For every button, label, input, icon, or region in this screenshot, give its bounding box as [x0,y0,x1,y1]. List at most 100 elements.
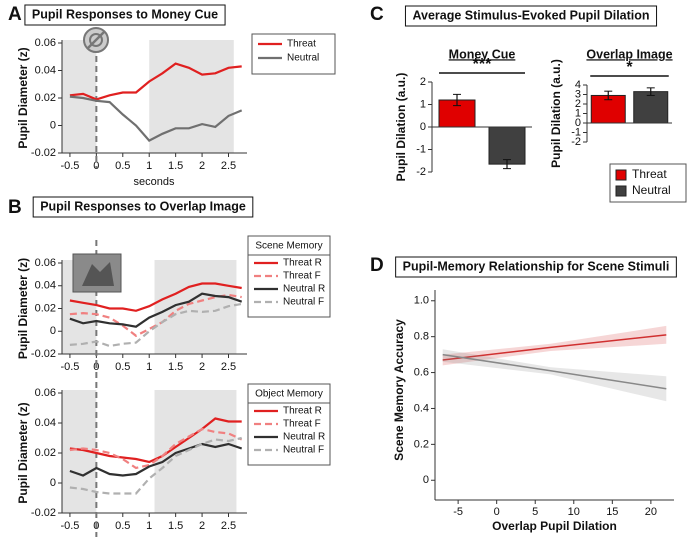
title-box [404,5,658,27]
legend-box [251,33,336,75]
x-tick-label: 0 [93,160,99,172]
legend-swatch [615,169,627,181]
shaded-window [154,260,237,354]
legend-label: Neutral F [283,297,324,308]
panel-letter: C [370,4,384,25]
overlap-image-icon [72,253,122,293]
series-line [69,95,243,142]
title-box [24,4,226,26]
y-tick-label: 3 [575,88,581,100]
panel-subtitle: Money Cue [449,47,516,61]
x-tick-label: 15 [606,506,618,518]
legend-label: Threat F [283,419,321,430]
series-line [69,292,243,328]
y-axis-label: Pupil Dilation (a.u.) [394,73,408,182]
y-tick-label: 0.6 [414,366,429,378]
y-axis-label: Pupil Diameter (z) [16,258,30,359]
y-tick-label: 0.02 [35,92,56,104]
legend-label: Threat R [283,258,322,269]
y-tick-label: 0 [575,117,581,129]
y-tick-label: -2 [571,136,581,148]
x-tick-label: 2 [199,160,205,172]
legend-swatch [615,185,627,197]
y-tick-label: 2 [575,98,581,110]
panel-letter: B [8,197,22,218]
chart-title: Average Stimulus-Evoked Pupil Dilation [412,8,649,22]
x-tick-label: 2.5 [221,520,236,532]
title-box [395,256,677,278]
y-tick-label: 0.4 [414,402,429,414]
y-tick-label: 0.8 [414,331,429,343]
bar [488,126,526,165]
x-tick-label: 1.5 [168,361,183,373]
series-line [69,442,243,477]
shaded-window [154,390,237,513]
y-tick-label: 1.0 [414,295,429,307]
title-box [32,196,254,218]
y-tick-label: 0.2 [414,438,429,450]
y-axis-label: Scene Memory Accuracy [392,319,406,461]
legend-title: Object Memory [255,389,323,400]
x-tick-label: 0.5 [115,520,130,532]
series-line [69,302,242,348]
legend-label: Neutral R [283,284,325,295]
panel-letter: A [8,4,22,25]
y-tick-label: 0.02 [35,302,56,314]
legend-box [247,383,331,466]
y-tick-label: 1 [420,98,426,110]
y-tick-label: -0.02 [31,348,56,360]
x-tick-label: -0.5 [60,361,79,373]
panel-subtitle: Overlap Image [586,47,672,61]
confidence-band [442,325,667,366]
series-line [69,427,243,470]
legend-title: Scene Memory [255,241,322,252]
y-tick-label: 0.06 [35,257,56,269]
y-tick-label: 0.06 [35,37,56,49]
regression-line [442,353,667,390]
bar [633,91,669,124]
y-axis-label: Pupil Diameter (z) [16,47,30,148]
series-line [69,62,242,101]
y-tick-label: 0.02 [35,447,56,459]
y-tick-label: 0.06 [35,387,56,399]
series-line [69,282,242,312]
y-tick-label: -1 [571,126,581,138]
x-tick-label: 1 [146,520,152,532]
x-tick-label: 20 [645,506,657,518]
y-tick-label: 0.04 [35,417,56,429]
icon-slash [87,31,105,49]
chart-title: Pupil-Memory Relationship for Scene Stim… [403,259,670,273]
y-tick-label: 0 [423,474,429,486]
x-axis-label: seconds [134,176,175,188]
legend-label: Neutral [632,183,671,197]
y-tick-label: 0.04 [35,64,56,76]
y-tick-label: -0.02 [31,147,56,159]
icon-photo-shape [82,262,114,286]
x-axis-label: Overlap Pupil Dilation [492,519,617,533]
x-tick-label: 0 [494,506,500,518]
icon-coin [89,33,103,47]
x-tick-label: -5 [453,506,463,518]
y-tick-label: 1 [575,107,581,119]
x-tick-label: 5 [532,506,538,518]
chart-title: Pupil Responses to Money Cue [32,7,218,21]
legend-label: Neutral R [283,432,325,443]
x-tick-label: 1.5 [168,520,183,532]
x-tick-label: 0.5 [115,361,130,373]
y-tick-label: -0.02 [31,507,56,519]
x-tick-label: 2.5 [221,361,236,373]
x-tick-label: 0.5 [115,160,130,172]
y-tick-label: 4 [575,79,581,91]
legend-label: Neutral F [283,445,324,456]
x-tick-label: 1.5 [168,160,183,172]
y-tick-label: -2 [416,166,426,178]
x-tick-label: 2.5 [221,160,236,172]
y-tick-label: 0 [420,121,426,133]
y-tick-label: 0.04 [35,280,56,292]
x-tick-label: -0.5 [60,520,79,532]
y-tick-label: -1 [416,143,426,155]
significance-label: *** [473,56,492,73]
chart-title: Pupil Responses to Overlap Image [40,199,246,213]
confidence-band [442,349,667,402]
